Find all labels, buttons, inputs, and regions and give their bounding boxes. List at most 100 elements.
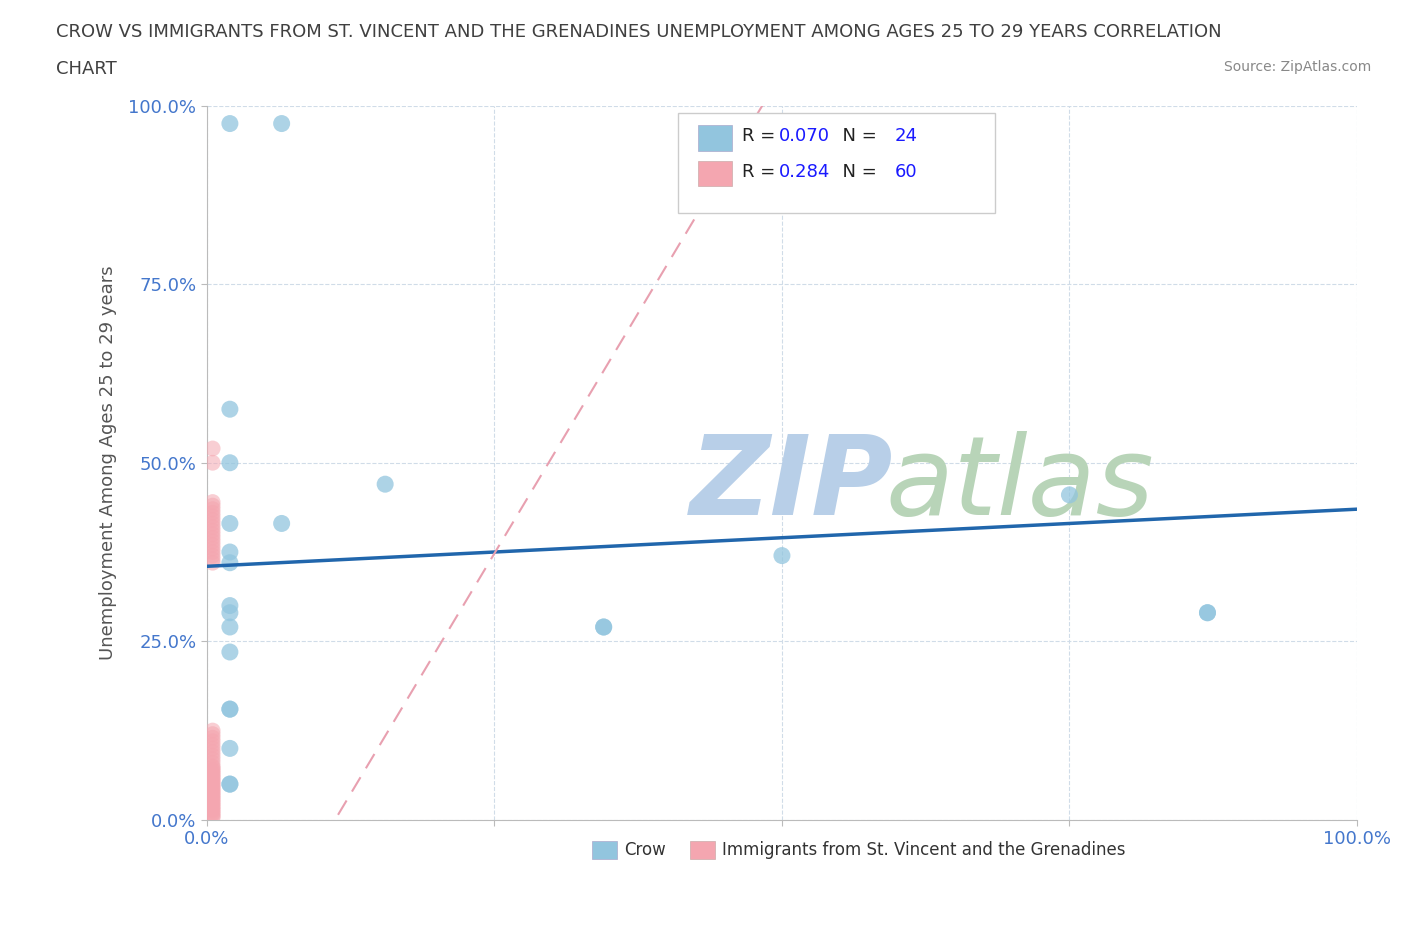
Point: [201, 806, 224, 821]
Point: [592, 619, 614, 634]
Point: [201, 767, 224, 782]
Point: [201, 804, 224, 818]
Point: [201, 784, 224, 799]
Point: [201, 520, 224, 535]
Point: [201, 773, 224, 788]
Point: [201, 498, 224, 513]
Point: [219, 777, 242, 791]
Point: [270, 116, 292, 131]
Point: [201, 780, 224, 795]
Point: [201, 734, 224, 749]
Point: [1059, 487, 1081, 502]
Point: [201, 509, 224, 524]
Text: N =: N =: [831, 163, 883, 181]
Point: [201, 792, 224, 807]
Point: [201, 530, 224, 545]
Text: Immigrants from St. Vincent and the Grenadines: Immigrants from St. Vincent and the Gren…: [723, 841, 1126, 858]
Point: [219, 545, 242, 560]
Point: [1197, 605, 1219, 620]
Point: [219, 619, 242, 634]
Point: [201, 524, 224, 538]
Point: [201, 785, 224, 800]
Point: [201, 730, 224, 745]
Text: R =: R =: [742, 127, 780, 145]
Point: [201, 737, 224, 752]
Point: [201, 441, 224, 456]
FancyBboxPatch shape: [690, 841, 716, 859]
Point: [201, 516, 224, 531]
Point: [201, 551, 224, 566]
Point: [219, 598, 242, 613]
Point: [201, 782, 224, 797]
Point: [219, 402, 242, 417]
Point: [201, 724, 224, 738]
Point: [201, 789, 224, 804]
Point: [201, 541, 224, 556]
Point: [201, 755, 224, 770]
Point: [1197, 605, 1219, 620]
Point: [201, 764, 224, 778]
Point: [201, 555, 224, 570]
Point: [201, 526, 224, 541]
Point: [219, 116, 242, 131]
Point: [201, 505, 224, 520]
Text: R =: R =: [742, 163, 780, 181]
FancyBboxPatch shape: [679, 113, 994, 213]
Point: [201, 798, 224, 813]
Text: N =: N =: [831, 127, 883, 145]
Text: 0.284: 0.284: [779, 163, 830, 181]
Text: 24: 24: [894, 127, 918, 145]
Point: [201, 778, 224, 793]
Point: [201, 512, 224, 527]
Point: [201, 805, 224, 820]
Point: [201, 788, 224, 803]
Point: [219, 555, 242, 570]
Point: [201, 501, 224, 516]
Point: [201, 726, 224, 741]
Point: [201, 794, 224, 809]
Point: [201, 769, 224, 784]
Point: [270, 516, 292, 531]
Point: [201, 751, 224, 766]
Point: [201, 790, 224, 805]
Point: [201, 456, 224, 471]
Text: atlas: atlas: [886, 431, 1154, 538]
Text: 0.070: 0.070: [779, 127, 830, 145]
Point: [201, 775, 224, 790]
Text: 60: 60: [894, 163, 917, 181]
Point: [201, 810, 224, 825]
Point: [201, 534, 224, 549]
Point: [219, 644, 242, 659]
Point: [219, 702, 242, 717]
Point: [201, 771, 224, 786]
Point: [770, 548, 793, 563]
Point: [201, 802, 224, 817]
Point: [201, 759, 224, 774]
Point: [201, 800, 224, 815]
Text: Source: ZipAtlas.com: Source: ZipAtlas.com: [1223, 60, 1371, 74]
Point: [201, 538, 224, 552]
FancyBboxPatch shape: [697, 125, 733, 151]
FancyBboxPatch shape: [592, 841, 617, 859]
Point: [219, 516, 242, 531]
Point: [201, 796, 224, 811]
Y-axis label: Unemployment Among Ages 25 to 29 years: Unemployment Among Ages 25 to 29 years: [100, 265, 117, 660]
Point: [201, 495, 224, 510]
Text: CHART: CHART: [56, 60, 117, 78]
Point: [592, 619, 614, 634]
Point: [219, 605, 242, 620]
Text: CROW VS IMMIGRANTS FROM ST. VINCENT AND THE GRENADINES UNEMPLOYMENT AMONG AGES 2: CROW VS IMMIGRANTS FROM ST. VINCENT AND …: [56, 23, 1222, 41]
Point: [201, 741, 224, 756]
Point: [219, 741, 242, 756]
Text: ZIP: ZIP: [690, 431, 893, 538]
Point: [201, 748, 224, 763]
Point: [201, 545, 224, 560]
Point: [219, 456, 242, 471]
Point: [201, 766, 224, 781]
Text: Crow: Crow: [624, 841, 666, 858]
FancyBboxPatch shape: [697, 161, 733, 186]
Point: [219, 777, 242, 791]
Point: [201, 548, 224, 563]
Point: [374, 477, 396, 492]
Point: [201, 745, 224, 760]
